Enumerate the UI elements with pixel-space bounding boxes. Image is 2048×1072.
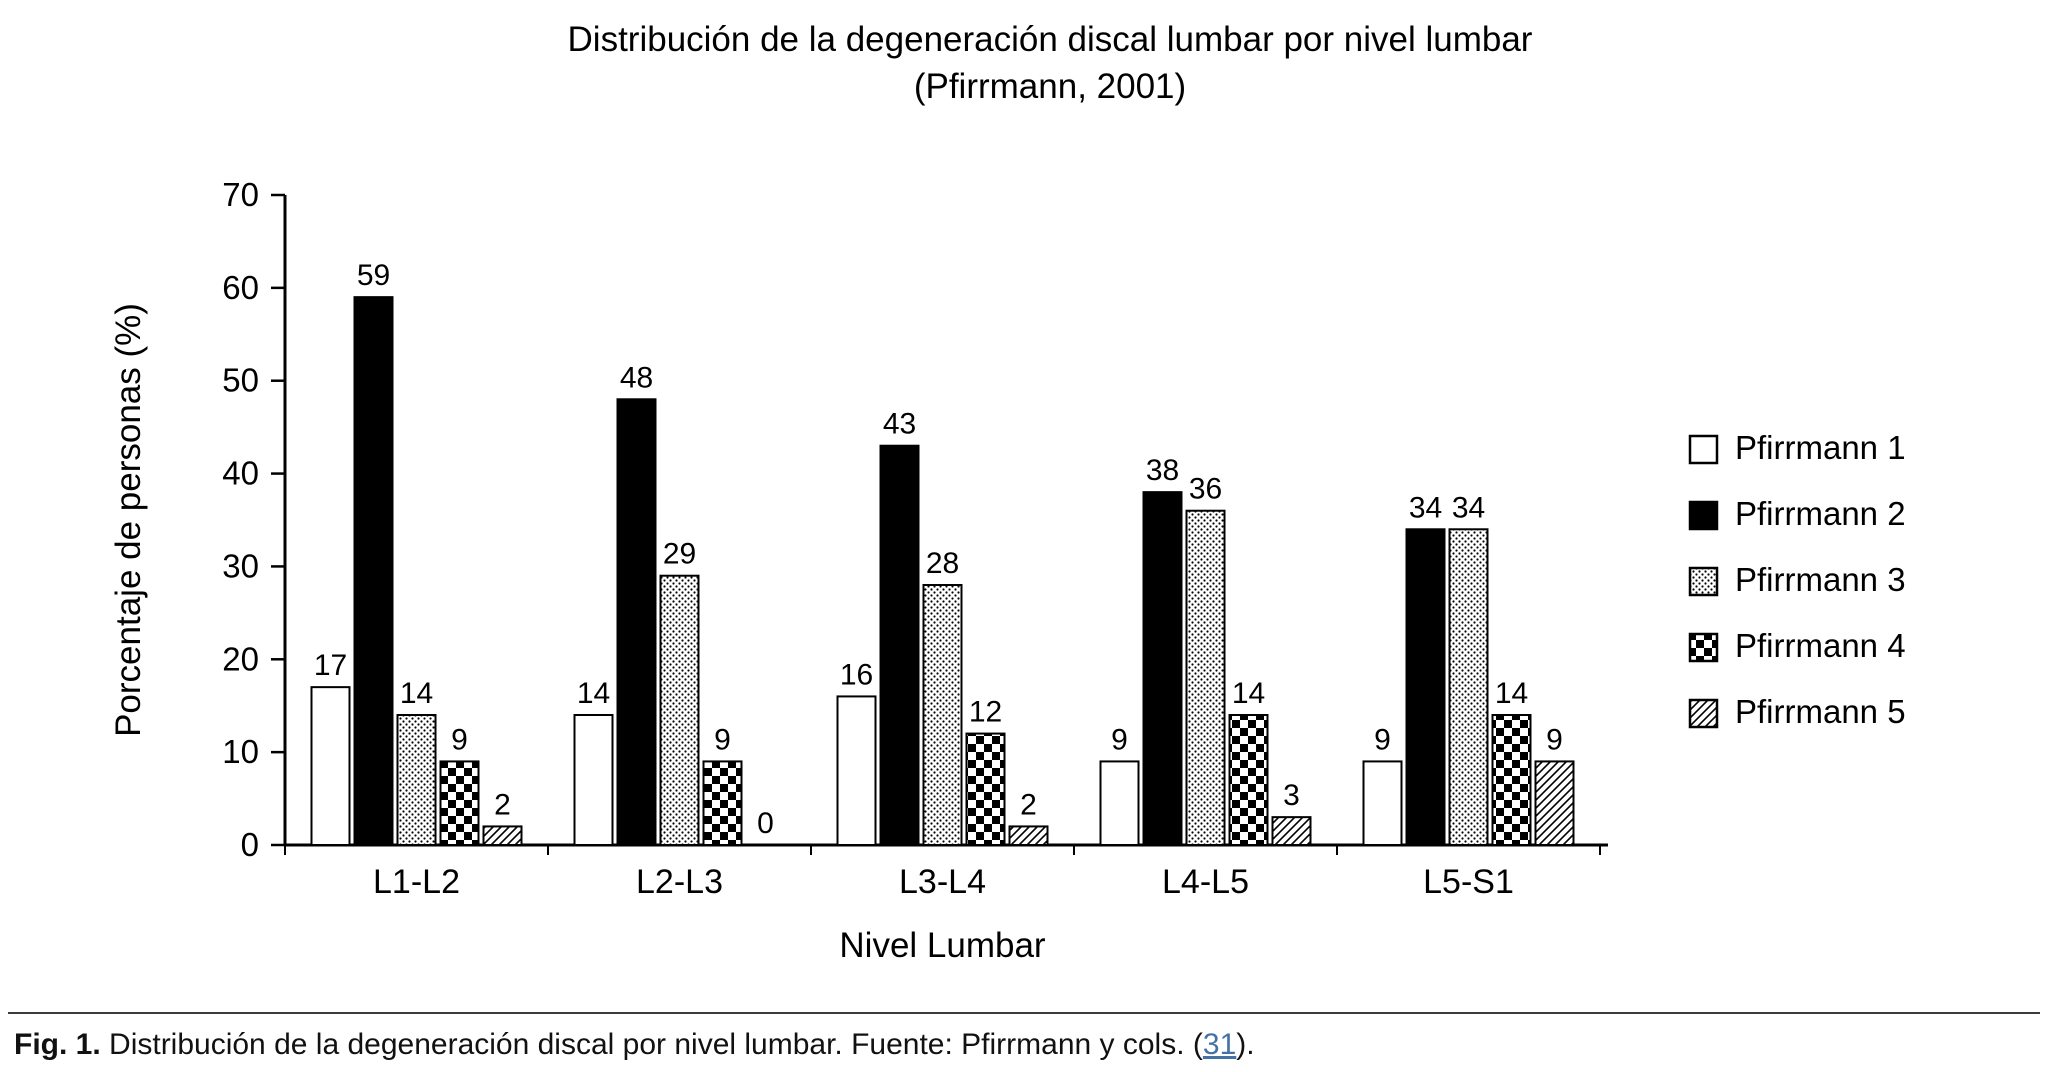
bar-value-label: 38: [1146, 454, 1179, 487]
bar-value-label: 14: [1495, 677, 1528, 710]
legend-label: Pfirrmann 3: [1735, 561, 1906, 598]
figure-caption: Fig. 1. Distribución de la degeneración …: [14, 1028, 1255, 1062]
bar-value-label: 0: [757, 807, 774, 840]
bar-pfirrmann-5-l3-l4: [1008, 825, 1049, 847]
bar-value-label: 59: [357, 259, 390, 292]
bar-value-label: 34: [1409, 491, 1442, 524]
y-tick-label: 10: [222, 733, 259, 770]
bar-value-label: 14: [577, 677, 610, 710]
bar-value-label: 48: [620, 361, 653, 394]
legend-swatch-hatch: [1688, 698, 1719, 729]
caption-divider: [8, 1012, 2040, 1014]
bar-pfirrmann-4-l3-l4: [965, 732, 1006, 846]
bar-pfirrmann-3-l2-l3: [659, 574, 700, 846]
y-tick-label: 20: [222, 640, 259, 677]
y-tick-label: 50: [222, 362, 259, 399]
y-tick-label: 40: [222, 455, 259, 492]
bar-pfirrmann-2-l3-l4: [879, 444, 920, 846]
bar-value-label: 14: [1232, 677, 1265, 710]
bar-value-label: 28: [926, 547, 959, 580]
bar-value-label: 2: [1020, 788, 1037, 821]
caption-suffix: ).: [1236, 1028, 1255, 1061]
bar-value-label: 17: [314, 649, 347, 682]
y-tick-label: 70: [222, 176, 259, 213]
legend-label: Pfirrmann 2: [1735, 495, 1906, 532]
bar-value-label: 12: [969, 696, 1002, 729]
bar-pfirrmann-2-l5-s1: [1405, 528, 1446, 846]
chart-title-line1: Distribución de la degeneración discal l…: [567, 20, 1533, 59]
bar-value-label: 14: [400, 677, 433, 710]
chart-title-line2: (Pfirrmann, 2001): [913, 67, 1187, 106]
bar-pfirrmann-3-l3-l4: [922, 584, 963, 846]
bar-pfirrmann-3-l4-l5: [1185, 509, 1226, 846]
bar-pfirrmann-4-l5-s1: [1491, 714, 1532, 846]
bar-pfirrmann-4-l4-l5: [1228, 714, 1269, 846]
bar-value-label: 2: [494, 788, 511, 821]
y-tick-label: 60: [222, 269, 259, 306]
legend-label: Pfirrmann 1: [1735, 429, 1906, 466]
bar-value-label: 9: [1546, 723, 1563, 756]
bar-pfirrmann-5-l4-l5: [1271, 816, 1312, 847]
legend-label: Pfirrmann 5: [1735, 693, 1906, 730]
bar-pfirrmann-3-l1-l2: [396, 714, 437, 846]
bar-pfirrmann-5-l1-l2: [482, 825, 523, 847]
x-category-label: L3-L4: [899, 863, 986, 901]
legend-label: Pfirrmann 4: [1735, 627, 1906, 664]
caption-text: Distribución de la degeneración discal p…: [100, 1028, 1203, 1061]
bar-value-label: 16: [840, 658, 873, 691]
bar-pfirrmann-2-l4-l5: [1142, 491, 1183, 846]
y-tick-label: 0: [241, 826, 259, 863]
bar-pfirrmann-1-l1-l2: [310, 686, 351, 847]
bar-pfirrmann-4-l2-l3: [702, 760, 743, 847]
bar-value-label: 34: [1452, 491, 1485, 524]
bar-value-label: 9: [1111, 723, 1128, 756]
x-category-label: L4-L5: [1162, 863, 1249, 901]
bar-pfirrmann-1-l4-l5: [1099, 760, 1140, 847]
legend-swatch-dots: [1688, 566, 1719, 597]
x-category-label: L1-L2: [373, 863, 460, 901]
x-category-label: L5-S1: [1423, 863, 1514, 901]
bar-value-label: 9: [451, 723, 468, 756]
legend-swatch-checker: [1688, 632, 1719, 663]
legend-swatch-solid: [1688, 500, 1719, 531]
bar-value-label: 9: [1374, 723, 1391, 756]
bar-pfirrmann-2-l1-l2: [353, 296, 394, 846]
bar-value-label: 29: [663, 538, 696, 571]
bar-pfirrmann-4-l1-l2: [439, 760, 480, 847]
caption-fig-label: Fig. 1.: [14, 1028, 101, 1061]
bar-value-label: 3: [1283, 779, 1300, 812]
bar-value-label: 36: [1189, 473, 1222, 506]
bar-pfirrmann-3-l5-s1: [1448, 528, 1489, 846]
chart-title: Distribución de la degeneración discal l…: [280, 16, 1820, 110]
bar-pfirrmann-2-l2-l3: [616, 398, 657, 846]
bar-pfirrmann-1-l3-l4: [836, 695, 877, 847]
y-tick-label: 30: [222, 547, 259, 584]
bar-pfirrmann-1-l2-l3: [573, 714, 614, 846]
bar-pfirrmann-5-l5-s1: [1534, 760, 1575, 847]
x-axis-title: Nivel Lumbar: [839, 926, 1046, 965]
bar-pfirrmann-1-l5-s1: [1362, 760, 1403, 847]
x-category-label: L2-L3: [636, 863, 723, 901]
y-axis-title: Porcentaje de personas (%): [109, 303, 148, 737]
bar-value-label: 9: [714, 723, 731, 756]
legend-swatch-open: [1688, 434, 1719, 465]
bar-value-label: 43: [883, 408, 916, 441]
caption-reference-link[interactable]: 31: [1202, 1028, 1237, 1061]
